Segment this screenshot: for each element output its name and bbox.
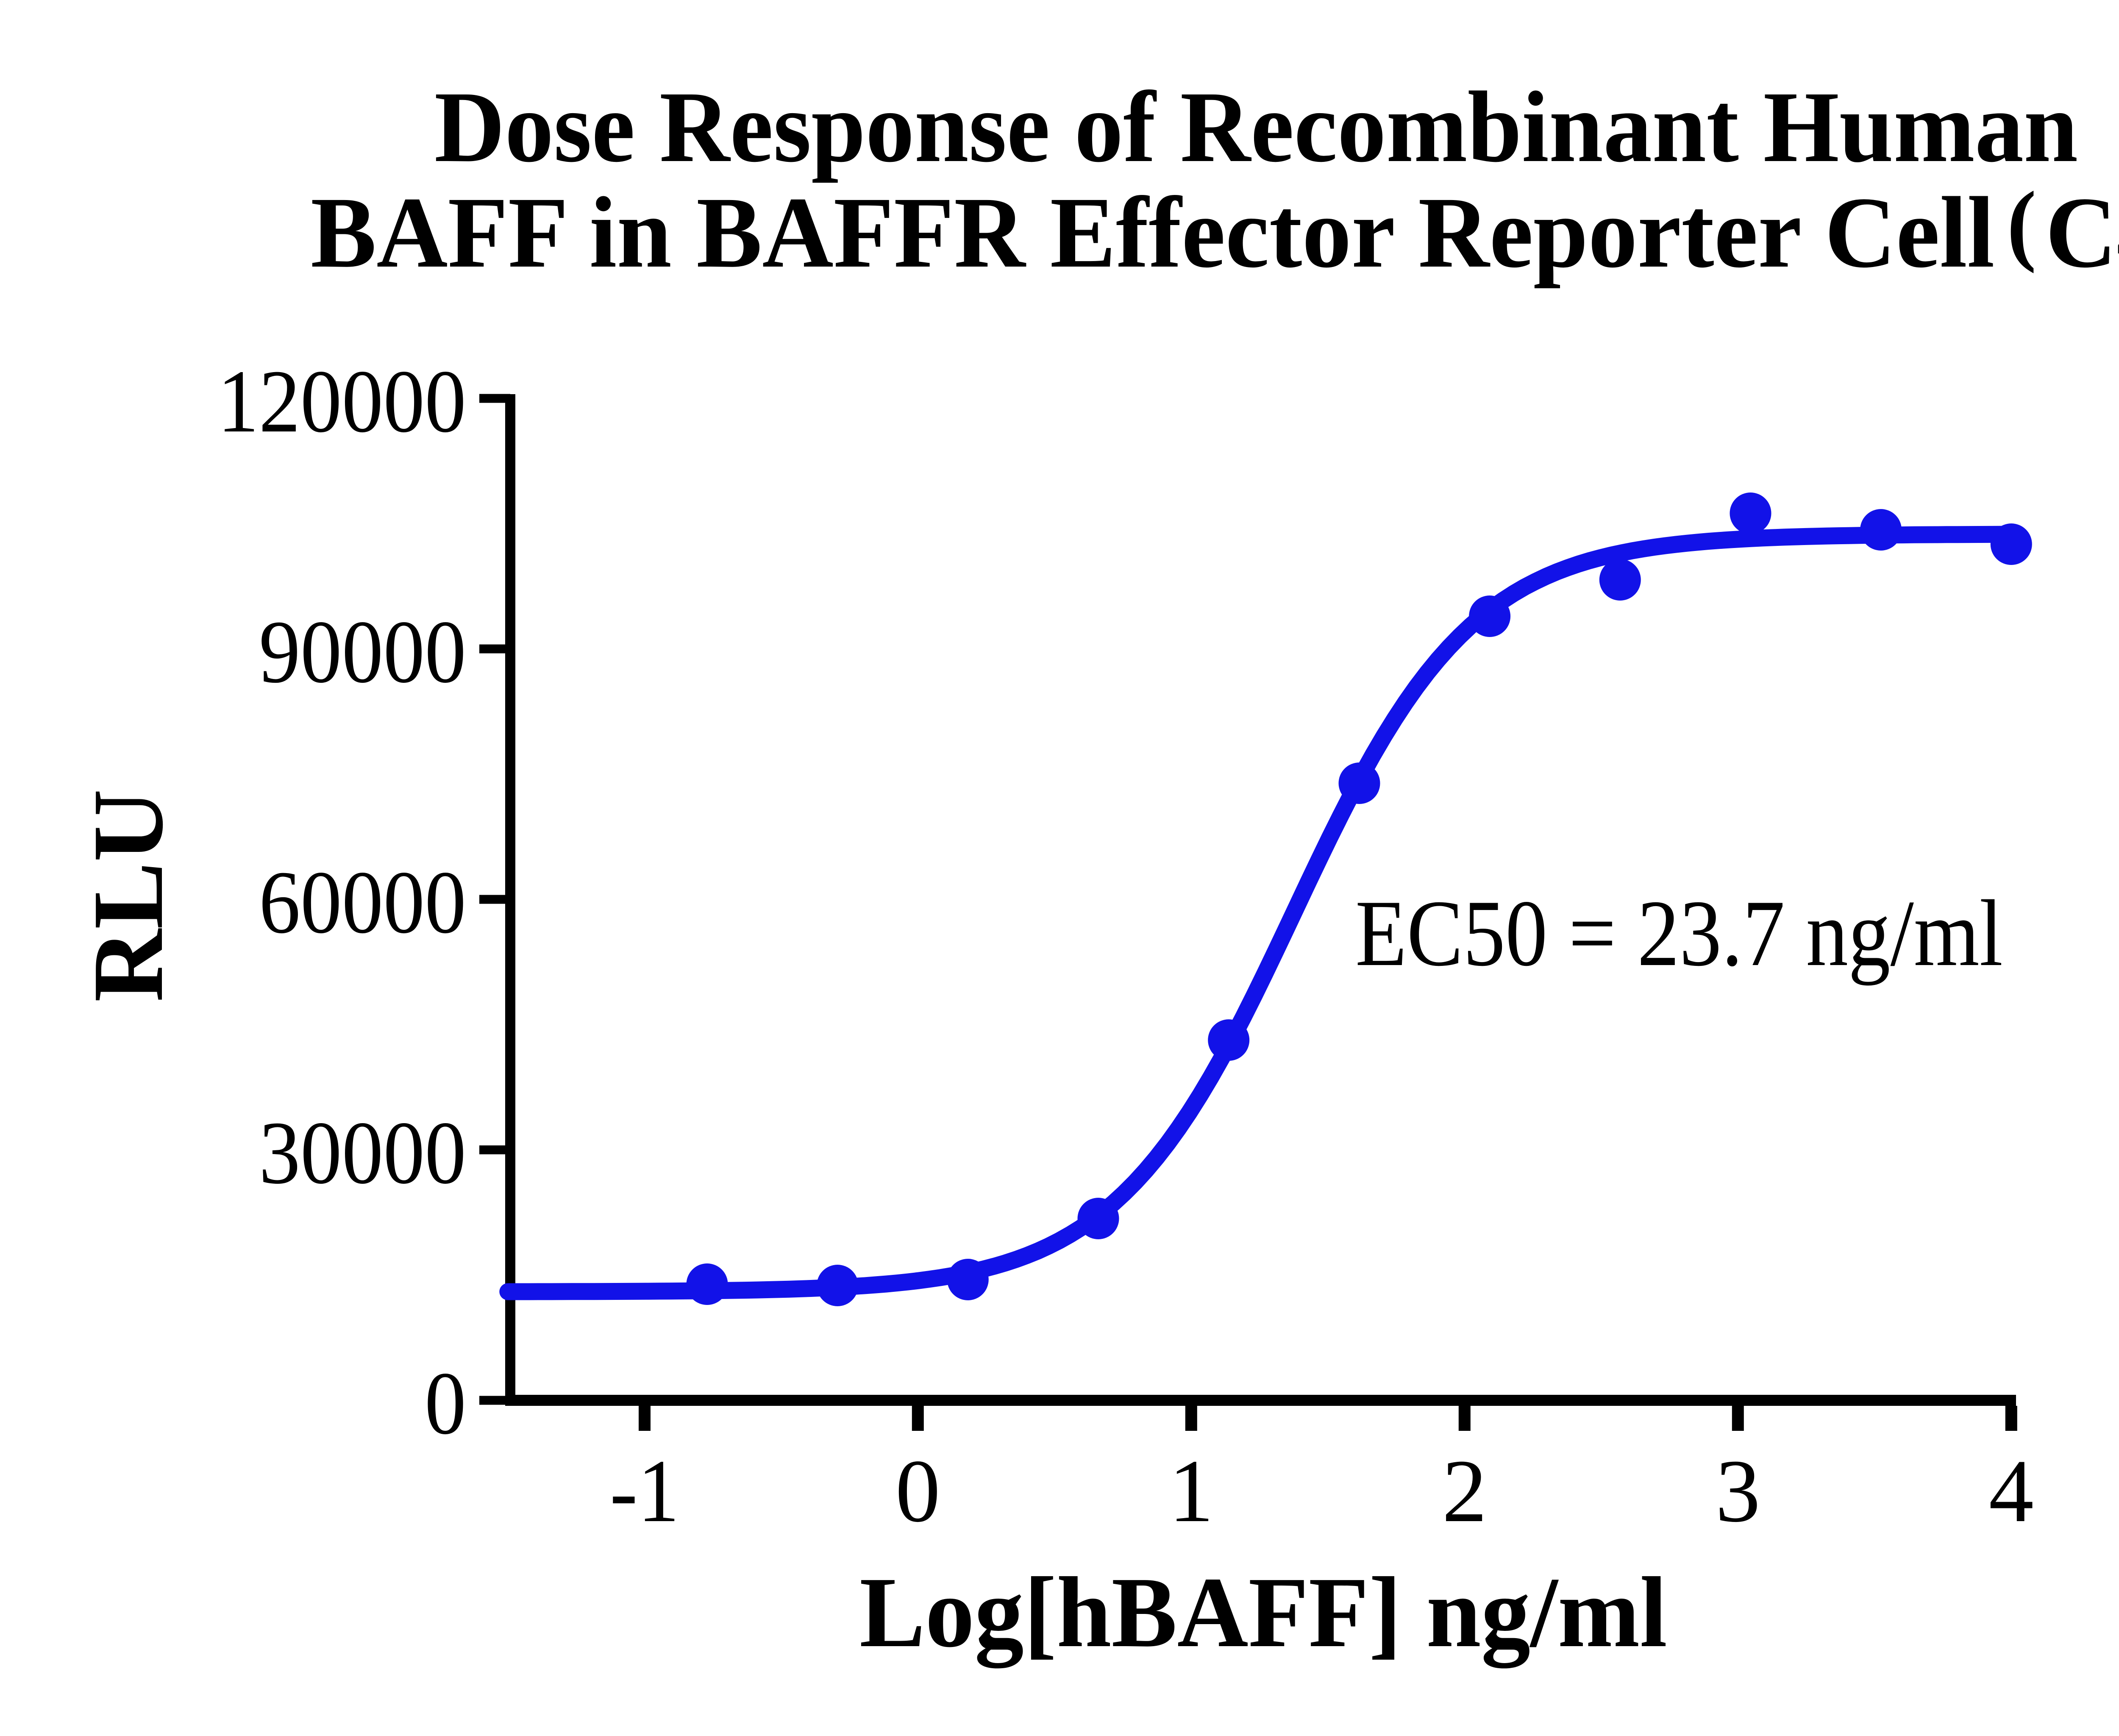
svg-text:0: 0: [895, 1441, 940, 1541]
svg-text:4: 4: [1989, 1441, 2034, 1541]
svg-text:Dose Response of Recombinant H: Dose Response of Recombinant Human: [434, 70, 2078, 183]
svg-text:0: 0: [425, 1353, 466, 1453]
svg-text:BAFF in BAFFR Effector Reporte: BAFF in BAFFR Effector Reporter Cell(C4): [311, 172, 2119, 289]
svg-text:1: 1: [1169, 1441, 1214, 1541]
svg-text:RLU: RLU: [72, 789, 184, 1002]
svg-text:Log[hBAFF] ng/ml: Log[hBAFF] ng/ml: [859, 1557, 1667, 1668]
svg-text:EC50 = 23.7 ng/ml: EC50 = 23.7 ng/ml: [1355, 881, 2003, 986]
svg-text:2: 2: [1442, 1441, 1487, 1541]
svg-text:30000: 30000: [259, 1103, 466, 1202]
svg-text:90000: 90000: [259, 602, 466, 701]
svg-text:3: 3: [1716, 1441, 1760, 1541]
svg-text:60000: 60000: [259, 852, 466, 952]
svg-text:-1: -1: [610, 1441, 679, 1541]
svg-text:120000: 120000: [217, 351, 466, 451]
